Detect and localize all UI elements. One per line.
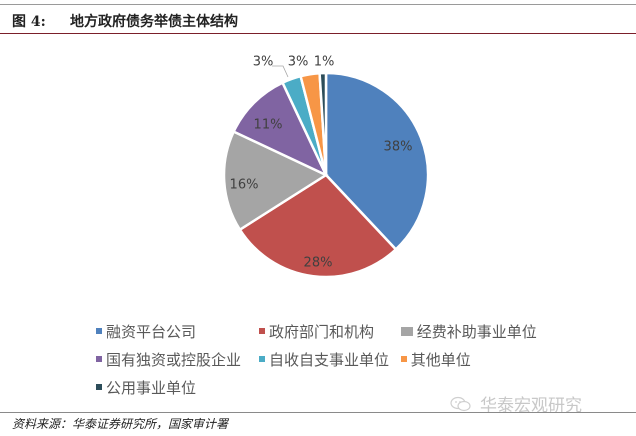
legend-swatch [400,326,413,336]
legend-label: 融资平台公司 [106,322,197,341]
pie-slice [318,71,328,176]
legend-item: 自收自支事业单位 [259,349,401,370]
pie-slice [232,81,329,178]
legend-label: 国有独资或控股企业 [106,350,242,369]
slice-label: 28% [304,256,333,271]
legend-label: 经费补助事业单位 [416,322,537,341]
leader-line [272,65,289,78]
legend-swatch [400,356,407,362]
legend-swatch [259,328,266,334]
figure-header: 图 4: 地方政府债务举债主体结构 [12,10,238,32]
pie-slice [238,173,398,279]
slice-label: 1% [314,55,335,70]
legend-swatch [96,384,102,390]
legend-label: 其他单位 [410,350,471,369]
legend-swatch [96,328,102,334]
legend-item: 融资平台公司 [96,321,259,342]
pie-slice [222,129,329,232]
legend-item: 国有独资或控股企业 [96,349,259,370]
legend-swatch [96,356,102,362]
figure-label: 图 4: [12,14,46,30]
watermark: 华泰宏观研究 [450,391,582,416]
wechat-icon [450,396,471,411]
legend-label: 政府部门和机构 [269,322,375,341]
slice-label: 3% [288,55,309,70]
slice-label: 11% [254,118,283,133]
legend-item: 经费补助事业单位 [400,321,556,342]
watermark-text: 华泰宏观研究 [480,396,582,416]
legend-label: 公用事业单位 [106,378,197,397]
legend-item: 公用事业单位 [96,377,264,398]
bottom-rule [0,412,636,413]
legend-label: 自收自支事业单位 [269,350,390,369]
chart-legend: 融资平台公司 政府部门和机构 经费补助事业单位 国有独资或控股企业 自收自支事业… [96,317,556,401]
figure-title: 地方政府债务举债主体结构 [70,14,238,30]
slice-label: 38% [384,140,413,155]
pie-slice [324,71,430,252]
pie-chart: 38% 28% 16% 11% 3% 3% 1% [222,55,430,279]
top-rule [0,4,636,5]
legend-item: 政府部门和机构 [259,321,401,342]
legend-swatch [259,356,266,362]
slice-label: 16% [230,178,259,193]
legend-item: 其他单位 [400,349,556,370]
title-rule [0,33,636,34]
source-note: 资料来源：华泰证券研究所，国家审计署 [12,417,229,431]
slice-label: 3% [253,55,274,70]
